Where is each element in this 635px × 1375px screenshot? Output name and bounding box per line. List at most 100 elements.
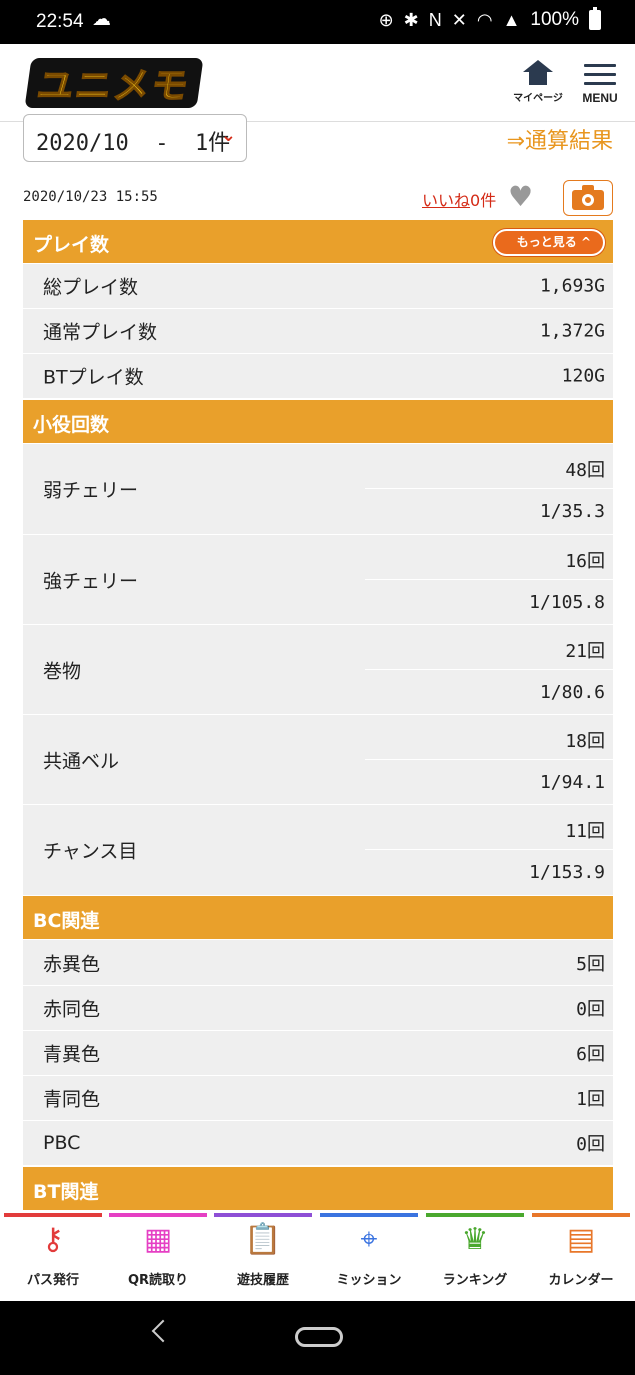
entry-datetime: 2020/10/23 15:55 bbox=[23, 189, 158, 205]
table-row: 巻物 21回 1/80.6 bbox=[23, 625, 613, 715]
section-title: プレイ数 bbox=[33, 234, 110, 256]
table-row: BTプレイ数 120G bbox=[23, 354, 613, 399]
table-row: 青同色 1回 bbox=[23, 1076, 613, 1121]
nav-label: パス発行 bbox=[26, 1273, 79, 1288]
home-icon bbox=[523, 60, 553, 86]
bluetooth-icon: ✱ bbox=[403, 9, 419, 30]
crown-icon: ♛ bbox=[461, 1222, 489, 1257]
row-count: 21回 bbox=[565, 641, 605, 662]
row-label: BTプレイ数 bbox=[43, 366, 144, 389]
total-results-link[interactable]: ⇒通算結果 bbox=[506, 129, 613, 154]
mute-icon: ✕ bbox=[451, 9, 467, 30]
table-row: 共通ベル 18回 1/94.1 bbox=[23, 715, 613, 805]
table-row: 赤同色 0回 bbox=[23, 986, 613, 1031]
key-icon: ⚷ bbox=[42, 1222, 64, 1257]
table-row: 青異色 6回 bbox=[23, 1031, 613, 1076]
menu-button[interactable]: MENU bbox=[578, 64, 622, 105]
table-row: 赤異色 5回 bbox=[23, 940, 613, 986]
table-row: 弱チェリー 48回 1/35.3 bbox=[23, 444, 613, 535]
status-icons: ⊕ ✱ N ✕ ◠ ▲ 100% bbox=[378, 7, 601, 31]
battery-percent: 100% bbox=[530, 9, 579, 30]
nav-label: QR読取り bbox=[127, 1273, 189, 1288]
nav-label: ランキング bbox=[442, 1273, 508, 1288]
section-title: 小役回数 bbox=[33, 414, 110, 436]
row-count: 18回 bbox=[565, 731, 605, 752]
nav-mission[interactable]: ⌖ ミッション bbox=[320, 1213, 418, 1301]
like-count: 0件 bbox=[470, 191, 497, 210]
row-label: 青同色 bbox=[43, 1088, 101, 1111]
row-value: 1,372G bbox=[539, 320, 605, 342]
row-value: 6回 bbox=[576, 1044, 605, 1065]
section-header-koyaku: 小役回数 bbox=[23, 400, 613, 443]
qr-icon: ▦ bbox=[143, 1222, 173, 1257]
nav-qr[interactable]: ▦ QR読取り bbox=[109, 1213, 207, 1301]
row-label: PBC bbox=[43, 1132, 81, 1154]
row-label: チャンス目 bbox=[43, 840, 138, 863]
data-saver-icon: ⊕ bbox=[378, 9, 394, 30]
period-select-value: 2020/10 - 1件 bbox=[36, 131, 231, 156]
status-bar: 22:54 ☁ ⊕ ✱ N ✕ ◠ ▲ 100% bbox=[0, 0, 635, 44]
mypage-button[interactable]: マイページ bbox=[512, 60, 564, 104]
row-label: 巻物 bbox=[43, 660, 82, 682]
chevron-down-icon: ⌄ bbox=[220, 125, 236, 146]
menu-label: MENU bbox=[582, 91, 618, 105]
bottom-nav: ⚷ パス発行 ▦ QR読取り 📋 遊技履歴 ⌖ ミッション ♛ ランキング ▤ … bbox=[0, 1213, 635, 1301]
table-row: 強チェリー 16回 1/105.8 bbox=[23, 535, 613, 625]
nav-history[interactable]: 📋 遊技履歴 bbox=[214, 1213, 312, 1301]
row-label: 弱チェリー bbox=[43, 479, 139, 502]
hamburger-icon bbox=[584, 64, 616, 85]
clipboard-icon: 📋 bbox=[244, 1222, 282, 1257]
row-probability: 1/153.9 bbox=[529, 862, 605, 883]
camera-icon bbox=[572, 185, 604, 210]
like-info: いいね0件 bbox=[422, 187, 496, 211]
period-select[interactable]: 2020/10 - 1件 ⌄ bbox=[23, 114, 247, 162]
section-header-bc: BC関連 bbox=[23, 896, 613, 939]
heart-icon[interactable]: ♥ bbox=[508, 180, 534, 213]
home-pill-icon[interactable] bbox=[295, 1327, 343, 1347]
row-probability: 1/94.1 bbox=[539, 772, 605, 793]
row-value: 0回 bbox=[576, 1134, 605, 1155]
battery-icon bbox=[589, 7, 601, 30]
section-header-bt: BT関連 bbox=[23, 1167, 613, 1210]
row-count: 16回 bbox=[565, 551, 605, 572]
nav-ranking[interactable]: ♛ ランキング bbox=[426, 1213, 524, 1301]
row-count: 11回 bbox=[565, 821, 605, 842]
row-value: 0回 bbox=[576, 999, 605, 1020]
row-label: 青異色 bbox=[43, 1043, 101, 1066]
section-title: BC関連 bbox=[33, 910, 100, 932]
back-icon[interactable] bbox=[151, 1319, 175, 1343]
table-row: チャンス目 11回 1/153.9 bbox=[23, 805, 613, 896]
cloud-icon: ☁ bbox=[92, 9, 111, 30]
signal-icon: ▲ bbox=[502, 9, 521, 30]
row-probability: 1/105.8 bbox=[529, 592, 605, 613]
app-header: ユニメモ マイページ MENU bbox=[0, 44, 635, 122]
section-header-play: プレイ数 もっと見る ^ bbox=[23, 220, 613, 263]
row-value: 1,693G bbox=[539, 275, 605, 297]
nav-pass[interactable]: ⚷ パス発行 bbox=[4, 1213, 102, 1301]
system-nav-bar bbox=[0, 1301, 635, 1375]
mypage-label: マイページ bbox=[513, 93, 563, 104]
nfc-icon: N bbox=[428, 9, 442, 30]
app-logo[interactable]: ユニメモ bbox=[24, 58, 204, 108]
row-label: 赤異色 bbox=[43, 953, 101, 975]
calendar-icon: ▤ bbox=[566, 1222, 596, 1257]
target-icon: ⌖ bbox=[360, 1222, 378, 1257]
row-value: 5回 bbox=[576, 953, 605, 975]
section-title: BT関連 bbox=[33, 1181, 99, 1203]
camera-button[interactable] bbox=[563, 180, 613, 216]
row-label: 通常プレイ数 bbox=[43, 321, 158, 344]
row-value: 1回 bbox=[576, 1089, 605, 1110]
row-count: 48回 bbox=[565, 460, 605, 481]
row-label: 共通ベル bbox=[43, 750, 120, 772]
wifi-icon: ◠ bbox=[476, 9, 493, 30]
nav-label: 遊技履歴 bbox=[236, 1273, 289, 1288]
show-more-button[interactable]: もっと見る ^ bbox=[492, 229, 605, 256]
row-label: 総プレイ数 bbox=[43, 276, 139, 299]
row-value: 120G bbox=[561, 365, 605, 387]
row-label: 赤同色 bbox=[43, 998, 101, 1021]
nav-calendar[interactable]: ▤ カレンダー bbox=[532, 1213, 630, 1301]
like-link[interactable]: いいね bbox=[422, 191, 471, 210]
nav-label: カレンダー bbox=[548, 1273, 614, 1288]
row-probability: 1/80.6 bbox=[539, 682, 605, 703]
row-probability: 1/35.3 bbox=[539, 501, 605, 522]
